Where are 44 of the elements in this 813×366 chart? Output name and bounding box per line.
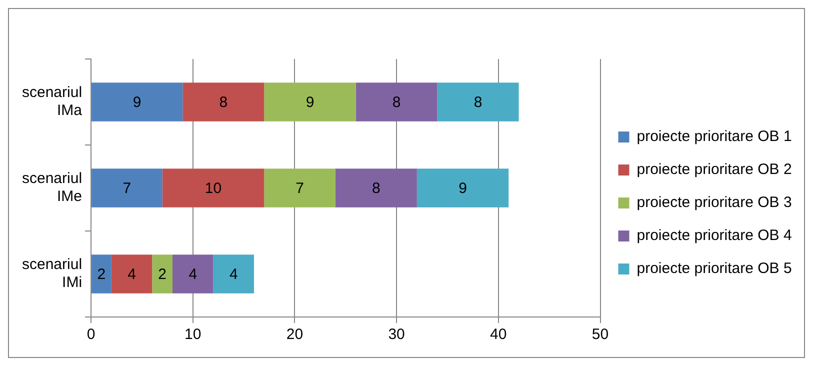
y-tick-label: scenariul IMe	[22, 170, 82, 206]
y-tick-label: scenariul IMa	[22, 84, 83, 120]
x-tick-label: 50	[592, 326, 609, 344]
data-label: 4	[188, 266, 198, 284]
data-label: 7	[122, 180, 132, 198]
bar	[213, 254, 254, 294]
data-label: 8	[392, 94, 401, 112]
y-tick-label: scenariul IMi	[22, 256, 82, 292]
x-tick-label: 10	[184, 326, 202, 344]
legend-label: proiecte prioritare OB 5	[636, 260, 792, 278]
bar	[92, 82, 183, 122]
data-label: 7	[296, 180, 304, 198]
bar	[264, 82, 356, 122]
data-label: 2	[158, 266, 166, 284]
x-tick-label: 0	[86, 326, 96, 344]
data-label: 9	[306, 94, 314, 112]
data-label: 10	[204, 180, 222, 198]
bar	[335, 168, 417, 208]
bar	[356, 82, 438, 122]
bar	[172, 254, 214, 294]
bar	[437, 82, 519, 122]
bar	[152, 254, 173, 294]
legend-label: proiecte prioritare OB 1	[636, 128, 792, 146]
data-label: 2	[97, 266, 106, 284]
bar	[162, 168, 264, 208]
x-tick-label: 20	[286, 326, 304, 344]
legend-label: proiecte prioritare OB 4	[636, 227, 792, 244]
data-label: 8	[474, 94, 482, 112]
data-label: 8	[219, 94, 228, 112]
bar	[182, 82, 264, 122]
bar	[264, 168, 336, 208]
bar	[416, 168, 509, 208]
bar	[92, 168, 162, 208]
bar	[111, 254, 152, 294]
data-label: 9	[458, 180, 467, 198]
x-tick-label: 30	[388, 326, 405, 344]
x-tick-label: 40	[490, 326, 507, 344]
data-label: 4	[128, 266, 136, 284]
data-label: 8	[372, 180, 380, 198]
bar	[92, 254, 112, 294]
data-label: 9	[132, 94, 142, 112]
legend-label: proiecte prioritare OB 3	[636, 194, 792, 212]
legend-label: proiecte prioritare OB 2	[636, 161, 792, 178]
data-label: 4	[229, 266, 238, 284]
